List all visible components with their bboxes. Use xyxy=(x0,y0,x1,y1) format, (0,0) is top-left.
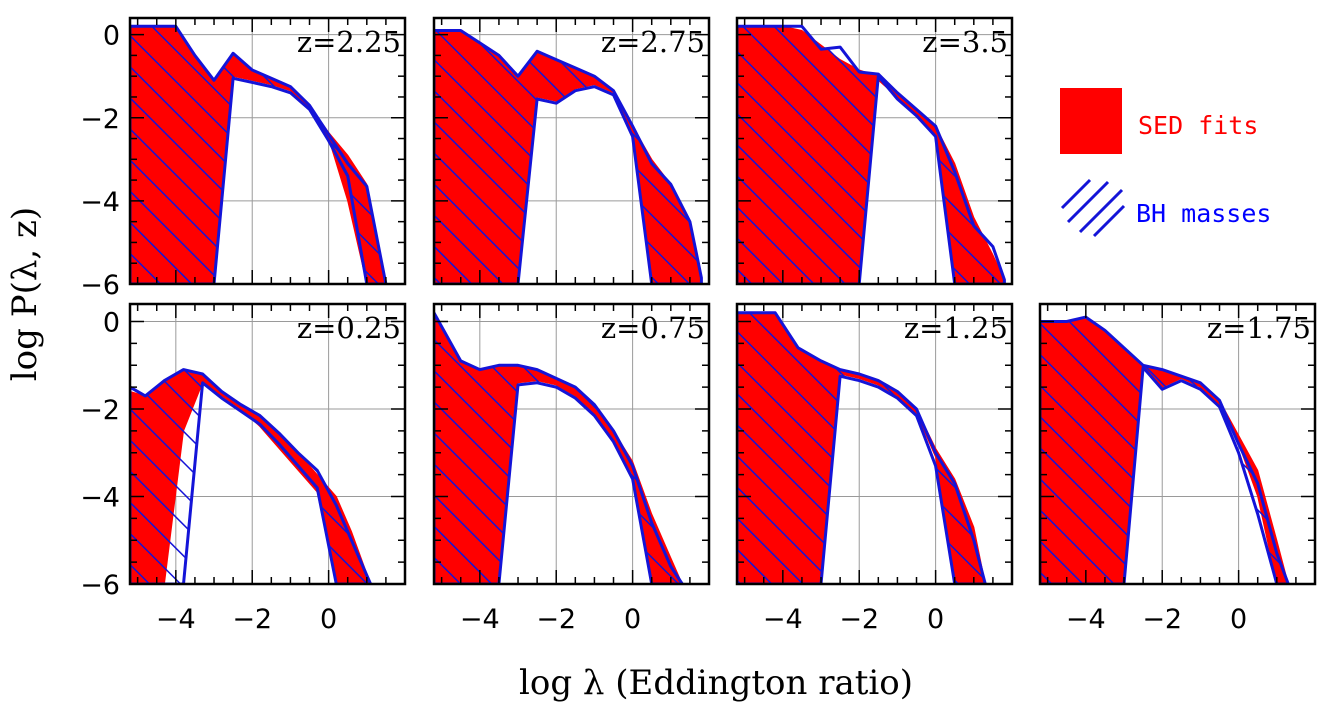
legend: SED fits BH masses xyxy=(1060,88,1271,238)
bh-masses-band xyxy=(737,24,1006,284)
x-tick-label: −4 xyxy=(460,604,500,635)
redshift-label: z=2.25 xyxy=(297,25,401,59)
x-tick-label: 0 xyxy=(927,604,944,635)
x-tick-label: −4 xyxy=(763,604,803,635)
redshift-label: z=0.25 xyxy=(297,311,401,345)
y-tick-label: −6 xyxy=(80,270,120,301)
redshift-label: z=2.75 xyxy=(601,25,705,59)
y-tick-label: −6 xyxy=(80,570,120,601)
bh-masses-band xyxy=(1040,315,1290,584)
x-tick-label: −4 xyxy=(1066,604,1106,635)
panel-6: −4 −2 0 z=1.25 xyxy=(735,302,1014,635)
redshift-label: z=3.5 xyxy=(922,25,1008,59)
bh-masses-band xyxy=(434,29,703,284)
panel-frame xyxy=(128,16,407,286)
panel-1: 0 −2 −4 −6 z=2.25 xyxy=(80,16,407,301)
y-tick-label: −4 xyxy=(80,483,120,514)
bh-masses-band xyxy=(130,24,388,284)
x-tick-label: 0 xyxy=(320,604,337,635)
bh-masses-band xyxy=(737,311,987,584)
bh-masses-band xyxy=(434,311,684,584)
x-axis-title: log λ (Eddington ratio) xyxy=(519,663,913,703)
panel-5: −4 −2 0 z=0.75 xyxy=(432,302,711,635)
y-tick-label: 0 xyxy=(103,21,120,52)
legend-sed-swatch xyxy=(1060,88,1122,154)
panel-frame xyxy=(128,302,407,586)
x-tick-label: −2 xyxy=(1142,604,1182,635)
redshift-label: z=0.75 xyxy=(601,311,705,345)
panel-frame xyxy=(1038,302,1317,586)
redshift-label: z=1.25 xyxy=(904,311,1008,345)
legend-bh-label: BH masses xyxy=(1136,199,1271,228)
x-tick-label: −2 xyxy=(232,604,272,635)
x-tick-label: −2 xyxy=(839,604,879,635)
y-axis-title: log P(λ, z) xyxy=(5,207,45,381)
panel-frame xyxy=(735,302,1014,586)
panel-4: −4 −2 0 0 −2 −4 −6 z=0.25 xyxy=(80,302,407,635)
panel-frame xyxy=(735,16,1014,286)
y-tick-label: −2 xyxy=(80,395,120,426)
panel-frame xyxy=(432,302,711,586)
panel-frame xyxy=(432,16,711,286)
panel-grid: 0 −2 −4 −6 z=2.25 z=2.75 z=3.5 −4 −2 0 0 −2 −4 −6 z=0.… xyxy=(80,16,1317,635)
x-tick-label: −4 xyxy=(156,604,196,635)
panel-3: z=3.5 xyxy=(735,16,1014,286)
legend-sed-label: SED fits xyxy=(1138,111,1258,140)
y-tick-label: −2 xyxy=(80,104,120,135)
x-tick-label: −2 xyxy=(536,604,576,635)
y-tick-label: 0 xyxy=(103,308,120,339)
x-tick-label: 0 xyxy=(1230,604,1247,635)
legend-bh-swatch xyxy=(1060,178,1126,238)
bh-masses-band xyxy=(130,368,373,584)
x-tick-label: 0 xyxy=(624,604,641,635)
redshift-label: z=1.75 xyxy=(1207,311,1311,345)
panel-7: −4 −2 0 z=1.75 xyxy=(1038,302,1317,635)
y-tick-label: −4 xyxy=(80,187,120,218)
panel-2: z=2.75 xyxy=(432,16,711,286)
